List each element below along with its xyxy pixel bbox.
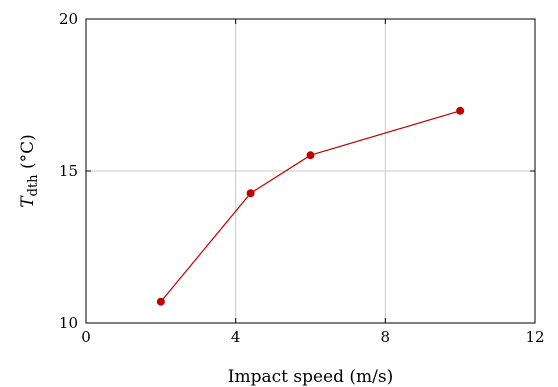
- data-point: [456, 106, 465, 115]
- y-axis-label-main: T: [18, 195, 38, 208]
- data-point: [156, 297, 165, 306]
- x-tick-label: 0: [81, 328, 91, 346]
- series-layer: [156, 106, 465, 306]
- axis-ticks: 0 4 8 12 10 15 20: [59, 10, 545, 346]
- y-tick-label: 20: [59, 10, 78, 28]
- data-point: [306, 151, 315, 160]
- y-tick-label: 15: [59, 162, 78, 180]
- x-axis-label: Impact speed (m/s): [228, 367, 393, 387]
- y-tick-label: 10: [59, 314, 78, 332]
- grid: [86, 19, 535, 323]
- x-tick-label: 12: [525, 328, 544, 346]
- y-axis-label-subscript: dth: [26, 174, 41, 197]
- y-axis-label-unit: (°C): [18, 134, 38, 174]
- series-line: [160, 110, 461, 303]
- data-point: [246, 189, 255, 198]
- y-axis-label: Tdth (°C): [18, 134, 41, 207]
- x-tick-label: 4: [231, 328, 241, 346]
- x-tick-label: 8: [381, 328, 391, 346]
